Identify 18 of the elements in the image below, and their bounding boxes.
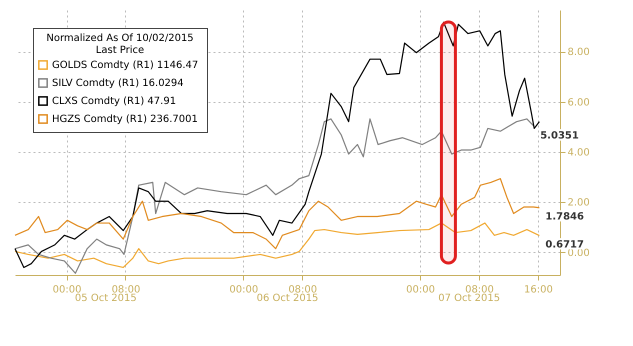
legend-label: HGZS Comdty (R1) 236.7001 (52, 114, 198, 125)
legend-label: SILV Comdty (R1) 16.0294 (52, 78, 184, 89)
text: 06 Oct 2015 (256, 293, 318, 304)
text: 07 Oct 2015 (438, 293, 500, 304)
x-tick-label: 00:00 (406, 284, 435, 296)
x-tick-label: 16:00 (524, 284, 553, 296)
y-tick-label: 2.00 (568, 198, 590, 209)
legend-label: GOLDS Comdty (R1) 1146.47 (52, 60, 198, 71)
legend-label: CLXS Comdty (R1) 47.91 (52, 96, 176, 107)
line-series (14, 178, 540, 250)
line-series (14, 222, 540, 268)
line-series (14, 22, 540, 268)
x-tick-label: 00:00 (229, 284, 258, 296)
y-tick-label: 8.00 (568, 47, 590, 58)
legend-title: Normalized As Of 10/02/2015 Last Price (46, 33, 194, 56)
y-tick-label: 6.00 (568, 97, 590, 108)
y-tick-label: 4.00 (568, 148, 590, 159)
text: 05 Oct 2015 (74, 293, 137, 304)
